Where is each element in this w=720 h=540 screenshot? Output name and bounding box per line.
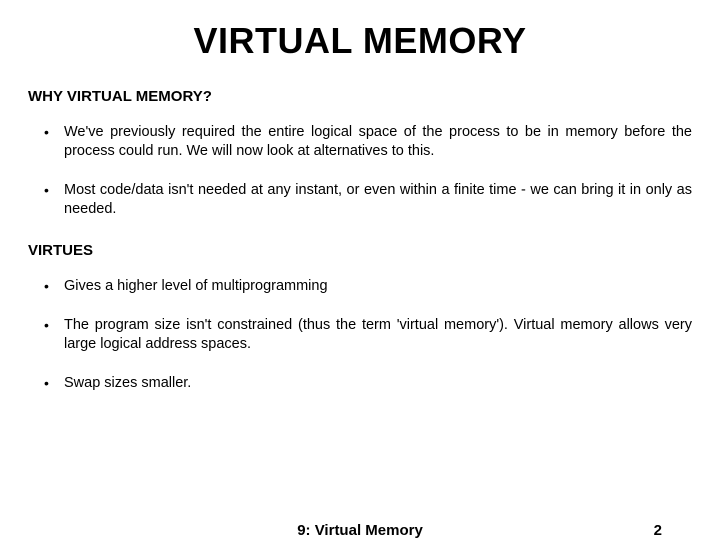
- section-virtues: VIRTUES Gives a higher level of multipro…: [28, 242, 692, 394]
- section-heading-why: WHY VIRTUAL MEMORY?: [28, 88, 692, 105]
- footer-chapter: 9: Virtual Memory: [297, 522, 423, 539]
- list-item: Swap sizes smaller.: [64, 374, 692, 393]
- slide: VIRTUAL MEMORY WHY VIRTUAL MEMORY? We've…: [0, 0, 720, 540]
- list-item: Most code/data isn't needed at any insta…: [64, 181, 692, 219]
- slide-title: VIRTUAL MEMORY: [28, 20, 692, 62]
- section-heading-virtues: VIRTUES: [28, 242, 692, 259]
- section-why: WHY VIRTUAL MEMORY? We've previously req…: [28, 88, 692, 220]
- list-item: The program size isn't constrained (thus…: [64, 316, 692, 354]
- list-item: We've previously required the entire log…: [64, 123, 692, 161]
- list-item: Gives a higher level of multiprogramming: [64, 277, 692, 296]
- bullet-list-why: We've previously required the entire log…: [28, 123, 692, 220]
- bullet-list-virtues: Gives a higher level of multiprogramming…: [28, 277, 692, 394]
- footer-page-number: 2: [654, 522, 662, 539]
